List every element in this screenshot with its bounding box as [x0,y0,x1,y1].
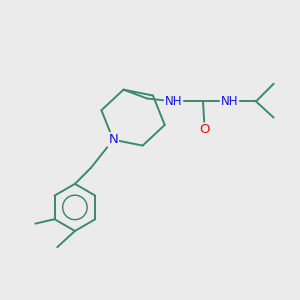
Text: O: O [199,124,210,136]
Text: N: N [108,133,118,146]
Text: NH: NH [221,95,238,108]
Text: NH: NH [165,95,182,108]
